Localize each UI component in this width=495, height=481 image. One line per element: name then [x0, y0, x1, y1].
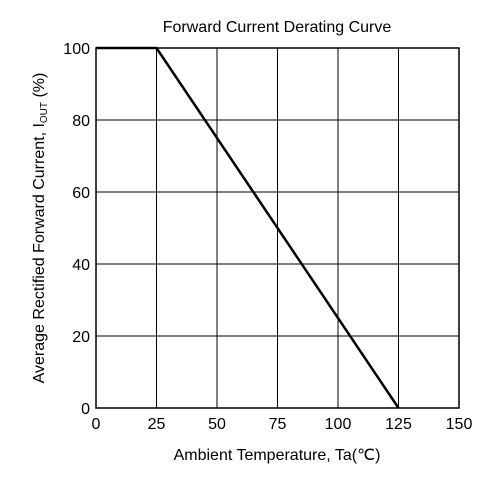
plot-frame — [95, 47, 460, 409]
x-axis-label: Ambient Temperature, Ta(℃) — [174, 447, 381, 464]
y-axis-label-subscript: OUT — [39, 102, 50, 123]
x-tick-label: 50 — [208, 416, 226, 433]
series-layer — [96, 46, 400, 409]
derating-curve-line — [96, 46, 400, 409]
y-axis-label-suffix: (%) — [31, 73, 48, 102]
x-tick-label: 25 — [148, 416, 166, 433]
chart-title: Forward Current Derating Curve — [163, 19, 392, 36]
x-tick-label: 75 — [269, 416, 287, 433]
x-tick-labels: 0 25 50 75 100 125 150 — [92, 416, 473, 433]
grid — [96, 48, 459, 408]
x-tick-label: 100 — [325, 416, 352, 433]
y-axis-label-prefix: Average Rectified Forward Current, I — [31, 123, 48, 383]
y-axis-label: Average Rectified Forward Current, IOUT … — [31, 73, 50, 384]
y-tick-label: 100 — [63, 41, 90, 58]
x-tick-label: 150 — [446, 416, 473, 433]
y-tick-label: 0 — [81, 401, 90, 418]
y-tick-labels: 0 20 40 60 80 100 — [63, 41, 90, 418]
y-tick-label: 20 — [72, 329, 90, 346]
x-tick-label: 125 — [385, 416, 412, 433]
y-tick-label: 40 — [72, 257, 90, 274]
y-tick-label: 60 — [72, 185, 90, 202]
y-tick-label: 80 — [72, 113, 90, 130]
x-tick-label: 0 — [92, 416, 101, 433]
